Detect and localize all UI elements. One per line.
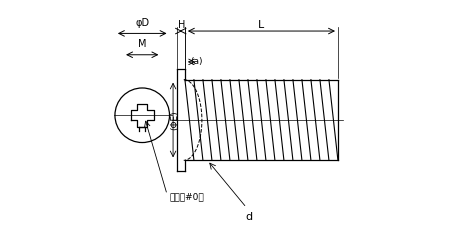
Text: φD: φD — [135, 18, 149, 28]
Text: d: d — [245, 212, 252, 222]
Text: M: M — [138, 39, 146, 49]
Text: (ΦE): (ΦE) — [170, 110, 179, 130]
Text: (a): (a) — [190, 57, 202, 66]
Text: L: L — [257, 20, 264, 30]
Text: H: H — [178, 20, 185, 30]
Text: 十字穴#0番: 十字穴#0番 — [169, 192, 204, 202]
